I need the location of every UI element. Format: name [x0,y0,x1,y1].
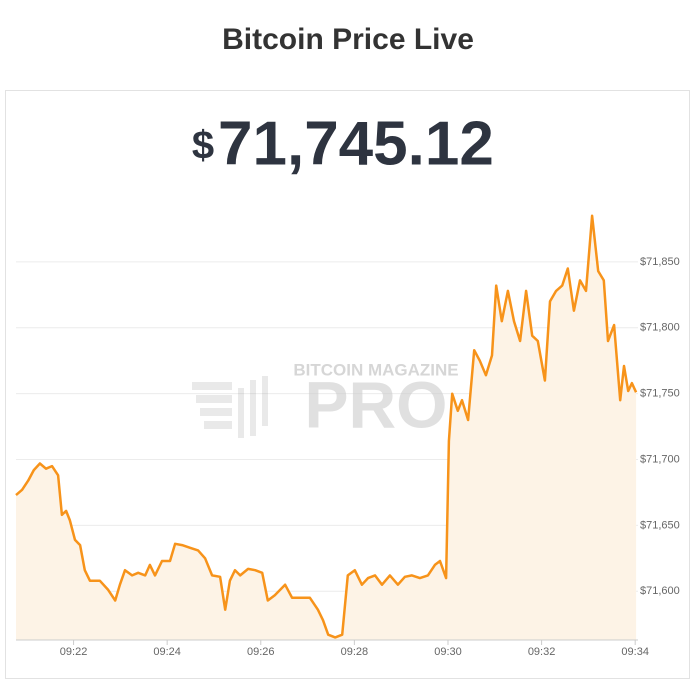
card [5,90,690,679]
x-tick-label: 09:32 [528,646,556,658]
y-tick-label: $71,750 [640,388,680,400]
x-tick-label: 09:34 [621,646,649,658]
y-tick-label: $71,800 [640,322,680,334]
x-tick-label: 09:24 [153,646,181,658]
price-symbol: $ [192,124,214,168]
y-tick-label: $71,600 [640,585,680,597]
area [16,215,637,641]
chart-title: Bitcoin Price Live [222,23,474,56]
watermark-logo [192,376,268,438]
watermark-text: PRO [304,367,447,441]
y-tick-label: $71,850 [640,256,680,268]
x-tick-label: 09:26 [247,646,275,658]
x-tick-label: 09:30 [434,646,462,658]
price: 71,745.12 [218,109,494,178]
line [15,214,638,639]
y-tick-label: $71,700 [640,453,680,465]
x-tick-label: 09:28 [341,646,369,658]
watermark-text: BITCOIN MAGAZINE [293,360,458,379]
y-tick-label: $71,650 [640,519,680,531]
x-tick-label: 09:22 [60,646,88,658]
